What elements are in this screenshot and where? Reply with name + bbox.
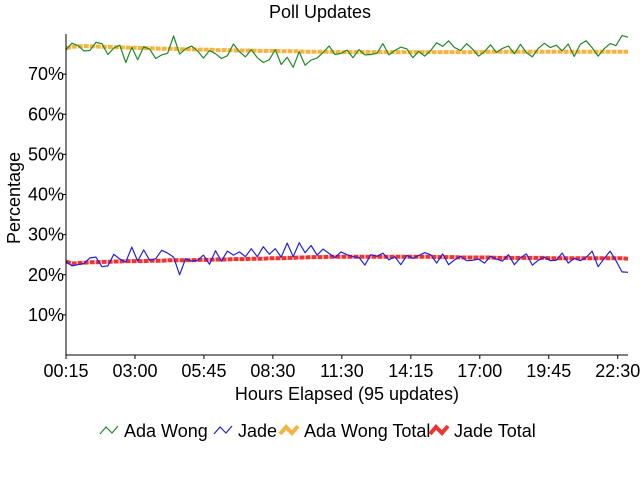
legend: Ada Wong Jade Ada Wong Total Jade Total	[99, 421, 536, 441]
x-axis-label: Hours Elapsed (95 updates)	[235, 384, 459, 404]
legend-label: Ada Wong	[124, 421, 208, 441]
x-tick-label: 17:00	[457, 361, 502, 381]
y-tick-label: 50%	[28, 144, 64, 164]
x-tick-label: 00:15	[43, 361, 88, 381]
series-line-ada-wong	[65, 34, 629, 68]
x-tick-label: 05:45	[181, 361, 226, 381]
chart-title: Poll Updates	[269, 2, 371, 22]
y-tick-label: 30%	[28, 225, 64, 245]
x-tick-label: 19:45	[526, 361, 571, 381]
y-tick-label: 70%	[28, 64, 64, 84]
x-tick-label: 03:00	[112, 361, 157, 381]
x-tick-label: 11:30	[320, 361, 364, 381]
y-axis-label: Percentage	[4, 152, 24, 244]
x-tick-label: 22:30	[595, 361, 640, 381]
y-axis-ticks: 10% 20% 30% 40% 50% 60% 70%	[28, 64, 66, 325]
legend-label: Jade Total	[454, 421, 536, 441]
series-line-jade-total	[65, 254, 629, 266]
y-tick-label: 60%	[28, 104, 64, 124]
legend-swatch-icon	[99, 425, 119, 435]
y-tick-label: 40%	[28, 185, 64, 205]
legend-swatch-icon	[213, 425, 233, 435]
series-line-jade	[65, 242, 629, 276]
y-tick-label: 20%	[28, 265, 64, 285]
legend-label: Ada Wong Total	[304, 421, 430, 441]
x-axis-ticks: 00:15 03:00 05:45 08:30 11:30 14:15 17:00 19:45…	[43, 355, 640, 381]
x-tick-label: 14:15	[388, 361, 433, 381]
legend-swatch-icon	[428, 424, 450, 436]
legend-label: Jade	[238, 421, 277, 441]
series-line-ada-wong-total	[65, 44, 628, 55]
x-tick-label: 08:30	[250, 361, 295, 381]
plot-area	[65, 34, 629, 276]
legend-swatch-icon	[278, 424, 300, 436]
y-tick-label: 10%	[28, 305, 64, 325]
